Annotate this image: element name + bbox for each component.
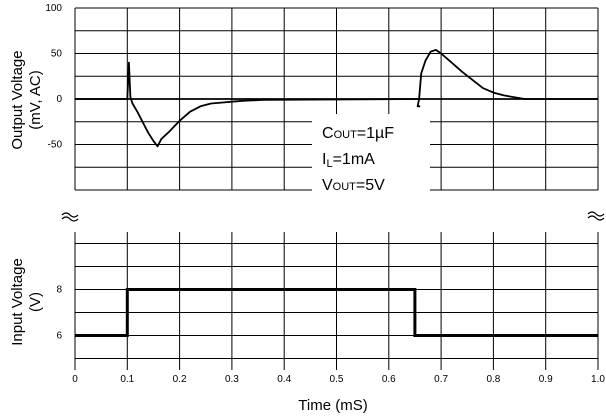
output-y-tick-label: 100: [45, 3, 62, 14]
x-tick-label: 0.6: [382, 374, 396, 385]
input-y-tick-label: 8: [56, 285, 62, 296]
input-voltage-line: [75, 288, 598, 337]
annotation-background: [312, 114, 430, 198]
axis-break-marks: [61, 211, 605, 222]
output-voltage-line: [416, 49, 598, 108]
output-y-tick-label: 50: [51, 49, 63, 60]
output-y-tick-labels: 100 50 0 -50: [45, 3, 62, 151]
input-y-tick-labels: 86: [56, 285, 62, 342]
axis-break-left-icon: [61, 212, 79, 222]
output-y-tick-label: 0: [56, 94, 62, 105]
output-series: [75, 49, 598, 148]
annotation: COUT=1µF IL=1mA VOUT=5V: [312, 114, 430, 198]
input-y-axis-unit: (V): [27, 292, 44, 312]
x-tick-labels: 0 0.1 0.2 0.3 0.4 0.5 0.6 0.7 0.8 0.9 1.0: [72, 374, 605, 385]
annotation-line-vout: VOUT=5V: [322, 177, 385, 194]
x-axis-title: Time (mS): [298, 397, 367, 414]
x-tick-label: 0.3: [225, 374, 239, 385]
annotation-line-cout: COUT=1µF: [322, 125, 394, 142]
axis-break-right-icon: [587, 211, 605, 221]
x-tick-label: 1.0: [591, 374, 605, 385]
annotation-line-il: IL=1mA: [322, 151, 375, 170]
input-y-tick-label: 6: [56, 331, 62, 342]
x-tick-label: 0.9: [539, 374, 553, 385]
output-y-tick-label: -50: [48, 140, 63, 151]
output-voltage-line: [75, 61, 421, 148]
input-y-axis-title: Input Voltage: [9, 258, 26, 346]
output-y-axis-title: Output Voltage: [9, 50, 26, 149]
output-y-axis-unit: (mV, AC): [27, 70, 44, 129]
x-tick-label: 0: [72, 374, 78, 385]
x-tick-label: 0.7: [434, 374, 448, 385]
x-tick-label: 0.5: [330, 374, 344, 385]
input-series: [75, 288, 598, 337]
x-tick-label: 0.2: [173, 374, 187, 385]
x-tick-label: 0.1: [120, 374, 134, 385]
x-tick-label: 0.8: [486, 374, 500, 385]
x-tick-label: 0.4: [277, 374, 291, 385]
